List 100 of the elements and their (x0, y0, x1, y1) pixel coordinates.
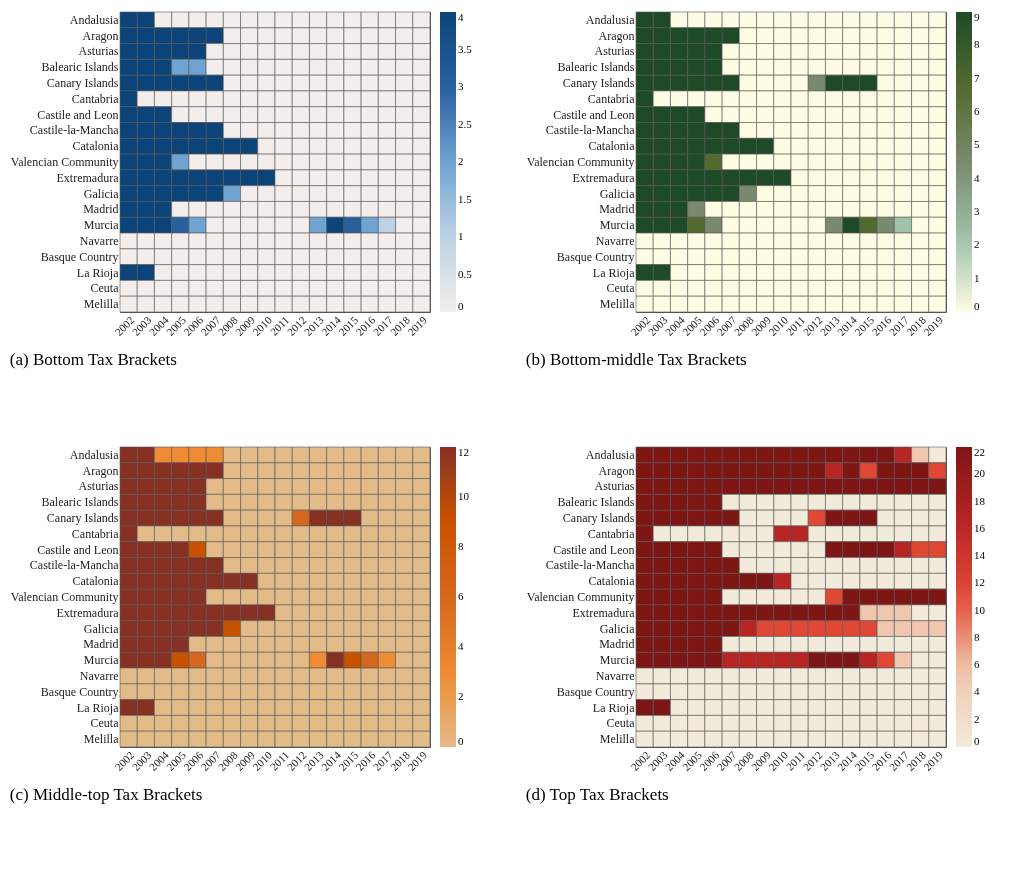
color-bar-label: 7 (974, 71, 980, 84)
color-bar-label: 0.5 (458, 267, 473, 280)
y-tick-label: Balearic Islands (557, 495, 635, 510)
color-bar-label: 0 (974, 300, 980, 312)
color-bar-label: 6 (458, 590, 464, 602)
color-bar-label: 6 (974, 105, 980, 117)
color-bar-label: 12 (974, 576, 985, 589)
y-tick-label: Galicia (599, 186, 636, 201)
y-tick-label: Navarre (595, 668, 635, 683)
y-tick-label: Cantabria (587, 91, 636, 106)
color-bar-label: 3.5 (458, 42, 473, 55)
color-bar-label: 8 (974, 630, 980, 643)
y-tick-label: Castile and Leon (553, 107, 635, 122)
y-tick-label: Basque Country (556, 684, 635, 699)
y-tick-label: Aragon (598, 28, 635, 43)
color-bar-label: 3 (458, 80, 464, 92)
y-tick-label: Madrid (599, 637, 635, 652)
y-tick-label: Galicia (599, 621, 636, 636)
color-bar-label: 0 (974, 735, 980, 747)
color-bar-label: 4 (974, 685, 980, 698)
color-bar-label: 8 (974, 38, 980, 51)
y-tick-label: Cantabria (71, 91, 120, 106)
y-tick-label: Navarre (79, 233, 119, 248)
color-bar-label: 2.5 (458, 117, 473, 130)
color-bar-label: 6 (974, 658, 980, 671)
y-tick-label: Extremadura (572, 605, 636, 620)
y-tick-label: Ceuta (606, 716, 636, 731)
y-tick-label: Basque Country (40, 684, 119, 699)
y-tick-label: Asturias (594, 479, 635, 494)
color-bar-label: 0 (458, 735, 464, 747)
y-tick-label: Murcia (599, 653, 636, 668)
y-tick-label: La Rioja (592, 265, 636, 280)
color-bar-label: 5 (974, 138, 980, 151)
y-tick-label: Asturias (78, 44, 119, 59)
color-bar-label: 20 (974, 467, 986, 480)
y-tick-label: Galicia (83, 621, 120, 636)
y-tick-label: La Rioja (76, 265, 120, 280)
color-bar-label: 1.5 (458, 192, 473, 205)
color-bar-label: 0 (458, 300, 464, 312)
y-tick-label: Andalusia (69, 12, 120, 27)
color-bar-label: 22 (974, 446, 985, 458)
y-tick-label: Andalusia (585, 12, 636, 27)
y-tick-label: Navarre (79, 668, 119, 683)
y-tick-label: Balearic Islands (41, 60, 119, 75)
y-tick-label: Castile-la-Mancha (545, 558, 636, 573)
color-bar-label: 2 (458, 690, 464, 702)
y-tick-label: Extremadura (56, 170, 120, 185)
y-tick-label: Melilla (599, 732, 636, 747)
y-tick-label: Catalonia (72, 574, 120, 589)
color-bar-label: 2 (974, 712, 980, 725)
y-tick-label: Navarre (595, 233, 635, 248)
color-bar-label: 2 (974, 238, 980, 251)
y-tick-label: Andalusia (69, 447, 120, 462)
color-bar-label: 4 (458, 11, 464, 23)
y-tick-label: Aragon (82, 28, 119, 43)
y-tick-label: Basque Country (40, 249, 119, 264)
y-tick-label: Castile and Leon (37, 107, 119, 122)
text: (a) Bottom Tax Brackets (9, 349, 177, 369)
y-tick-label: Cantabria (587, 526, 636, 541)
color-bar-label: 8 (458, 540, 464, 552)
y-tick-label: Valencian Community (10, 590, 119, 604)
y-tick-label: Castile-la-Mancha (29, 123, 120, 138)
y-tick-label: Madrid (599, 202, 635, 217)
y-tick-label: Canary Islands (46, 76, 119, 91)
y-tick-label: Madrid (83, 202, 119, 217)
y-tick-label: Canary Islands (46, 511, 119, 526)
y-tick-label: Castile-la-Mancha (29, 558, 120, 573)
y-tick-label: Castile and Leon (553, 542, 635, 557)
color-bar-label: 10 (458, 490, 470, 502)
y-tick-label: Asturias (594, 44, 635, 59)
y-tick-label: Aragon (82, 463, 119, 478)
color-bar-label: 1 (458, 230, 464, 242)
text: (c) Middle-top Tax Brackets (9, 784, 203, 804)
y-tick-label: Balearic Islands (557, 60, 635, 75)
y-tick-label: Asturias (78, 479, 119, 494)
y-tick-label: La Rioja (592, 700, 636, 715)
y-tick-label: Balearic Islands (41, 495, 119, 510)
y-tick-label: Cantabria (71, 526, 120, 541)
y-tick-label: Catalonia (588, 139, 636, 154)
color-bar-label: 3 (974, 205, 980, 217)
color-bar-label: 4 (974, 171, 980, 184)
y-tick-label: Basque Country (556, 249, 635, 264)
y-tick-label: Murcia (599, 218, 636, 233)
color-bar-label: 9 (974, 11, 980, 23)
y-tick-label: Catalonia (588, 574, 636, 589)
y-tick-label: Castile and Leon (37, 542, 119, 557)
y-tick-label: Melilla (83, 297, 120, 312)
y-tick-label: Valencian Community (526, 155, 635, 169)
color-bar-label: 14 (974, 549, 986, 562)
y-tick-label: Madrid (83, 637, 119, 652)
y-tick-label: Ceuta (606, 281, 636, 296)
y-tick-label: Valencian Community (526, 590, 635, 604)
y-tick-label: Canary Islands (562, 76, 635, 91)
y-tick-label: Galicia (83, 186, 120, 201)
color-bar-label: 4 (458, 640, 464, 652)
y-tick-label: Castile-la-Mancha (545, 123, 636, 138)
y-tick-label: Murcia (83, 218, 120, 233)
text: (d) Top Tax Brackets (525, 784, 669, 804)
y-tick-label: Ceuta (90, 281, 120, 296)
y-tick-label: Andalusia (585, 447, 636, 462)
